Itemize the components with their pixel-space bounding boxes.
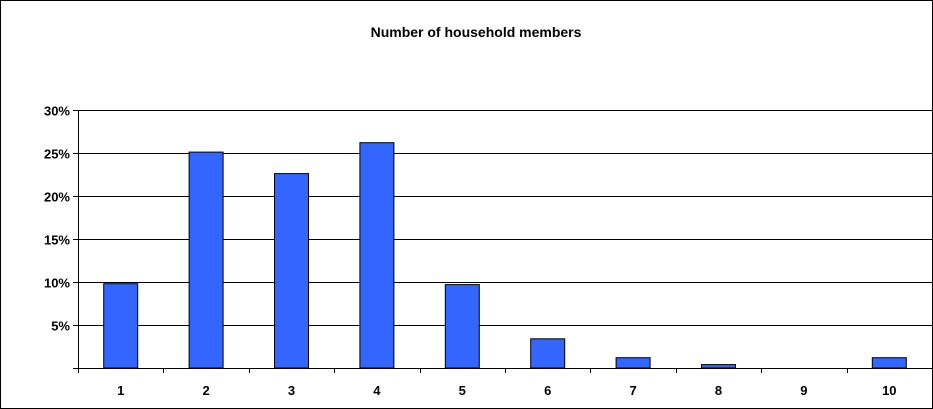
axes xyxy=(73,110,932,369)
x-tick-label: 3 xyxy=(288,383,295,398)
x-tick-label: 4 xyxy=(373,383,381,398)
x-tick-label: 6 xyxy=(544,383,551,398)
x-tick-label: 1 xyxy=(117,383,124,398)
bar-2 xyxy=(188,151,224,369)
x-axis-ticks: 1 2 3 4 5 6 7 8 9 10 xyxy=(78,368,933,398)
y-tick-label: 15% xyxy=(44,233,70,248)
bar-1 xyxy=(103,283,139,369)
chart-title: Number of household members xyxy=(371,24,582,40)
y-tick-label: 20% xyxy=(44,190,70,205)
bars xyxy=(103,142,907,369)
bar-7 xyxy=(615,357,651,369)
x-tick-label: 5 xyxy=(459,383,466,398)
y-tick-label: 5% xyxy=(51,319,70,334)
x-tick-label: 2 xyxy=(202,383,209,398)
x-tick-label: 9 xyxy=(800,383,807,398)
y-tick-label: 10% xyxy=(44,276,70,291)
x-tick-label: 8 xyxy=(715,383,722,398)
y-tick-label: 25% xyxy=(44,147,70,162)
x-tick-label: 10 xyxy=(882,383,896,398)
bar-8 xyxy=(701,364,736,369)
y-axis-ticks: 5% 10% 15% 20% 25% 30% xyxy=(44,104,78,334)
bar-6 xyxy=(530,338,566,369)
y-tick-label: 30% xyxy=(44,104,70,119)
bar-4 xyxy=(359,142,395,369)
x-tick-label: 7 xyxy=(629,383,636,398)
bar-10 xyxy=(871,357,907,369)
bar-3 xyxy=(274,173,309,369)
bar-5 xyxy=(444,284,480,369)
